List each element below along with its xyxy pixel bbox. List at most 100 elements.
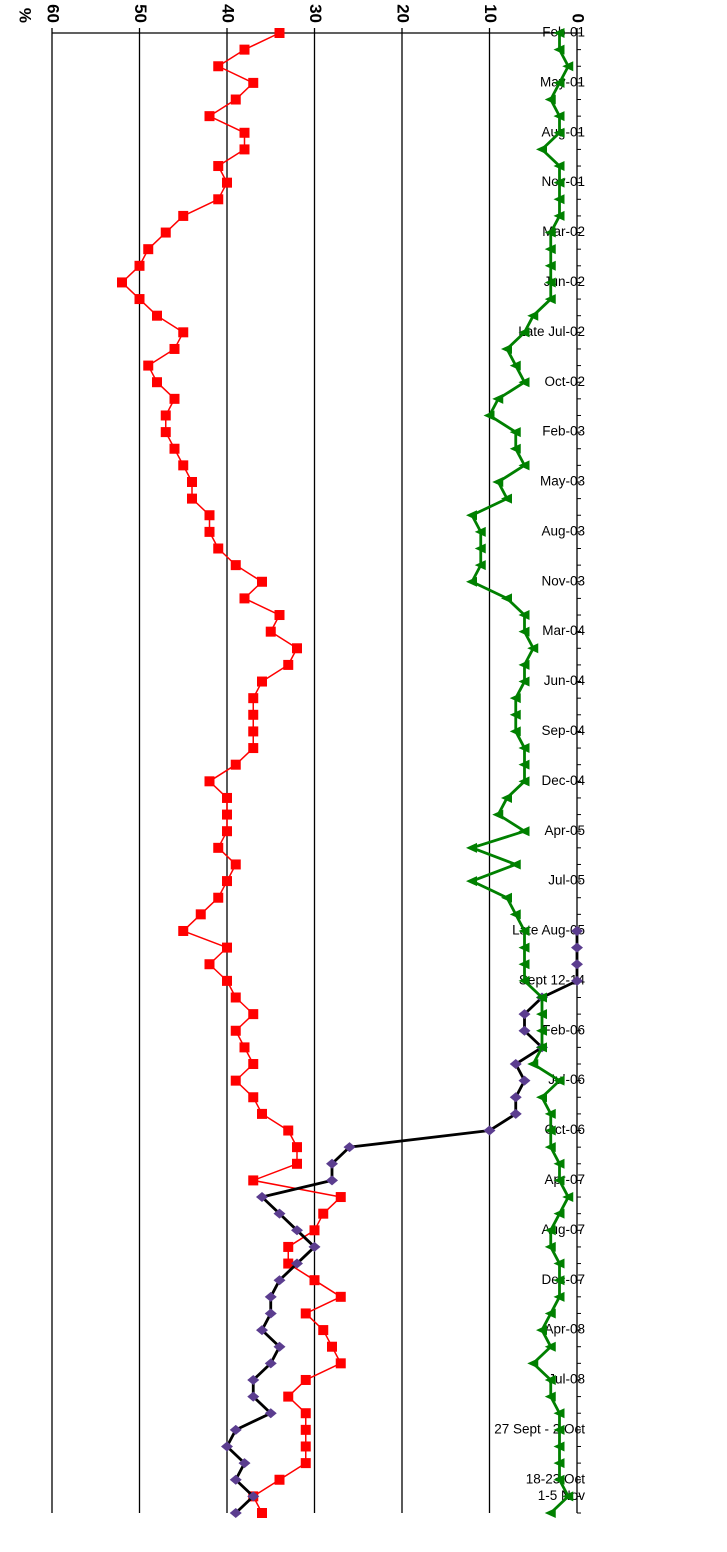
data-point	[536, 1025, 547, 1036]
data-point	[230, 94, 241, 105]
data-point	[204, 510, 215, 521]
data-point	[343, 1142, 356, 1153]
data-point	[256, 1192, 268, 1203]
data-point	[527, 1358, 539, 1369]
data-point	[544, 1142, 556, 1153]
data-point	[169, 343, 180, 354]
data-point	[248, 1059, 259, 1070]
data-point	[222, 876, 232, 887]
data-point	[230, 992, 241, 1003]
data-point	[553, 111, 565, 122]
x-tick-label: Late Aug-05	[512, 923, 585, 938]
data-point	[335, 1192, 346, 1203]
data-point	[178, 210, 189, 221]
y-tick-label: 50	[131, 4, 150, 23]
x-tick-label: Dec-04	[541, 773, 585, 788]
data-point	[518, 377, 530, 388]
x-tick-label: 18-23 Oct	[526, 1471, 586, 1486]
data-point	[536, 992, 547, 1003]
data-point	[544, 1508, 556, 1518]
data-point	[518, 759, 530, 770]
data-point	[222, 942, 232, 953]
data-point	[248, 77, 259, 88]
data-point	[509, 859, 521, 870]
data-point	[213, 842, 224, 853]
x-tick-label: Feb-03	[542, 424, 585, 439]
data-point	[518, 676, 530, 687]
data-point	[178, 327, 189, 338]
data-point	[501, 593, 512, 604]
data-point	[300, 1408, 311, 1419]
data-point	[518, 659, 530, 670]
data-point	[562, 1192, 574, 1203]
data-point	[518, 826, 530, 837]
series-2	[466, 28, 574, 1518]
data-point	[466, 876, 477, 887]
data-point	[229, 1474, 242, 1485]
x-tick-label: Apr-08	[544, 1322, 585, 1337]
data-point	[292, 1142, 302, 1153]
data-point	[518, 1009, 531, 1020]
data-point	[117, 277, 127, 288]
data-point	[553, 1474, 565, 1485]
data-point	[283, 659, 294, 670]
x-tick-label: Mar-04	[542, 623, 585, 638]
data-point	[509, 427, 521, 438]
data-point	[492, 809, 504, 820]
data-point	[553, 1424, 565, 1435]
data-point	[501, 792, 512, 803]
x-tick-label: May-03	[540, 474, 585, 489]
data-point	[143, 360, 154, 371]
data-point	[195, 909, 206, 920]
data-point	[300, 1424, 311, 1435]
data-point	[466, 510, 477, 521]
data-point	[326, 1158, 338, 1169]
data-point	[187, 493, 197, 504]
x-tick-label: Late Jul-02	[518, 324, 585, 339]
data-point	[474, 543, 486, 554]
data-point	[544, 260, 556, 271]
data-point	[229, 1508, 242, 1518]
data-point	[247, 1374, 260, 1385]
data-point	[178, 460, 189, 471]
data-point	[273, 1275, 286, 1286]
data-point	[221, 1441, 233, 1452]
data-point	[553, 1175, 565, 1186]
data-point	[283, 1391, 294, 1402]
data-point	[204, 111, 215, 122]
data-point	[160, 427, 171, 438]
data-point	[518, 610, 530, 621]
data-point	[292, 1158, 302, 1169]
data-point	[273, 1208, 286, 1219]
data-point	[160, 410, 171, 421]
data-point	[553, 1441, 565, 1452]
data-point	[230, 1025, 241, 1036]
data-point	[518, 942, 530, 953]
data-point	[178, 925, 189, 936]
data-point	[309, 1225, 320, 1236]
data-point	[466, 576, 477, 587]
data-point	[213, 161, 224, 172]
data-point	[483, 1125, 496, 1136]
data-point	[518, 743, 530, 754]
data-point	[291, 1225, 303, 1236]
data-point	[230, 859, 241, 870]
data-point	[222, 792, 232, 803]
data-point	[248, 709, 259, 720]
data-point	[222, 975, 232, 986]
data-point	[265, 626, 276, 637]
data-point	[527, 643, 539, 654]
data-point	[501, 493, 512, 504]
data-point	[213, 543, 224, 554]
y-tick-label: 40	[219, 4, 238, 23]
data-point	[553, 1075, 565, 1086]
data-point	[509, 1059, 522, 1070]
x-tick-labels: Feb-01May-01Aug-01Nov-01Mar-02Jun-02Late…	[494, 25, 586, 1514]
data-point	[544, 227, 556, 238]
data-point	[553, 1275, 565, 1286]
data-point	[501, 343, 512, 354]
data-point	[256, 1325, 268, 1336]
data-point	[571, 975, 583, 986]
data-point	[326, 1175, 338, 1186]
